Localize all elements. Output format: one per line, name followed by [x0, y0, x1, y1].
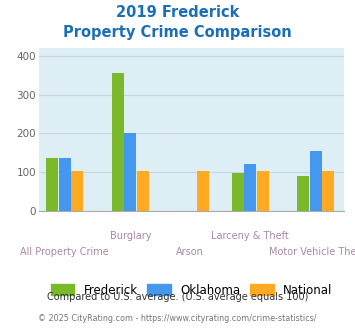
- Bar: [124, 133, 136, 211]
- Text: Property Crime Comparison: Property Crime Comparison: [63, 25, 292, 40]
- Text: Burglary: Burglary: [110, 231, 151, 241]
- Bar: [59, 157, 71, 211]
- Text: Motor Vehicle Theft: Motor Vehicle Theft: [268, 247, 355, 257]
- Text: Larceny & Theft: Larceny & Theft: [211, 231, 289, 241]
- Bar: [46, 157, 58, 211]
- Bar: [197, 171, 209, 211]
- Text: © 2025 CityRating.com - https://www.cityrating.com/crime-statistics/: © 2025 CityRating.com - https://www.city…: [38, 314, 317, 323]
- Bar: [257, 171, 269, 211]
- Text: Compared to U.S. average. (U.S. average equals 100): Compared to U.S. average. (U.S. average …: [47, 292, 308, 302]
- Legend: Frederick, Oklahoma, National: Frederick, Oklahoma, National: [51, 284, 333, 297]
- Bar: [71, 171, 83, 211]
- Bar: [112, 73, 124, 211]
- Bar: [297, 176, 309, 211]
- Bar: [232, 173, 244, 211]
- Bar: [322, 171, 334, 211]
- Bar: [310, 151, 322, 211]
- Bar: [244, 164, 256, 211]
- Bar: [137, 171, 149, 211]
- Text: All Property Crime: All Property Crime: [20, 247, 109, 257]
- Text: Arson: Arson: [176, 247, 204, 257]
- Text: 2019 Frederick: 2019 Frederick: [116, 5, 239, 20]
